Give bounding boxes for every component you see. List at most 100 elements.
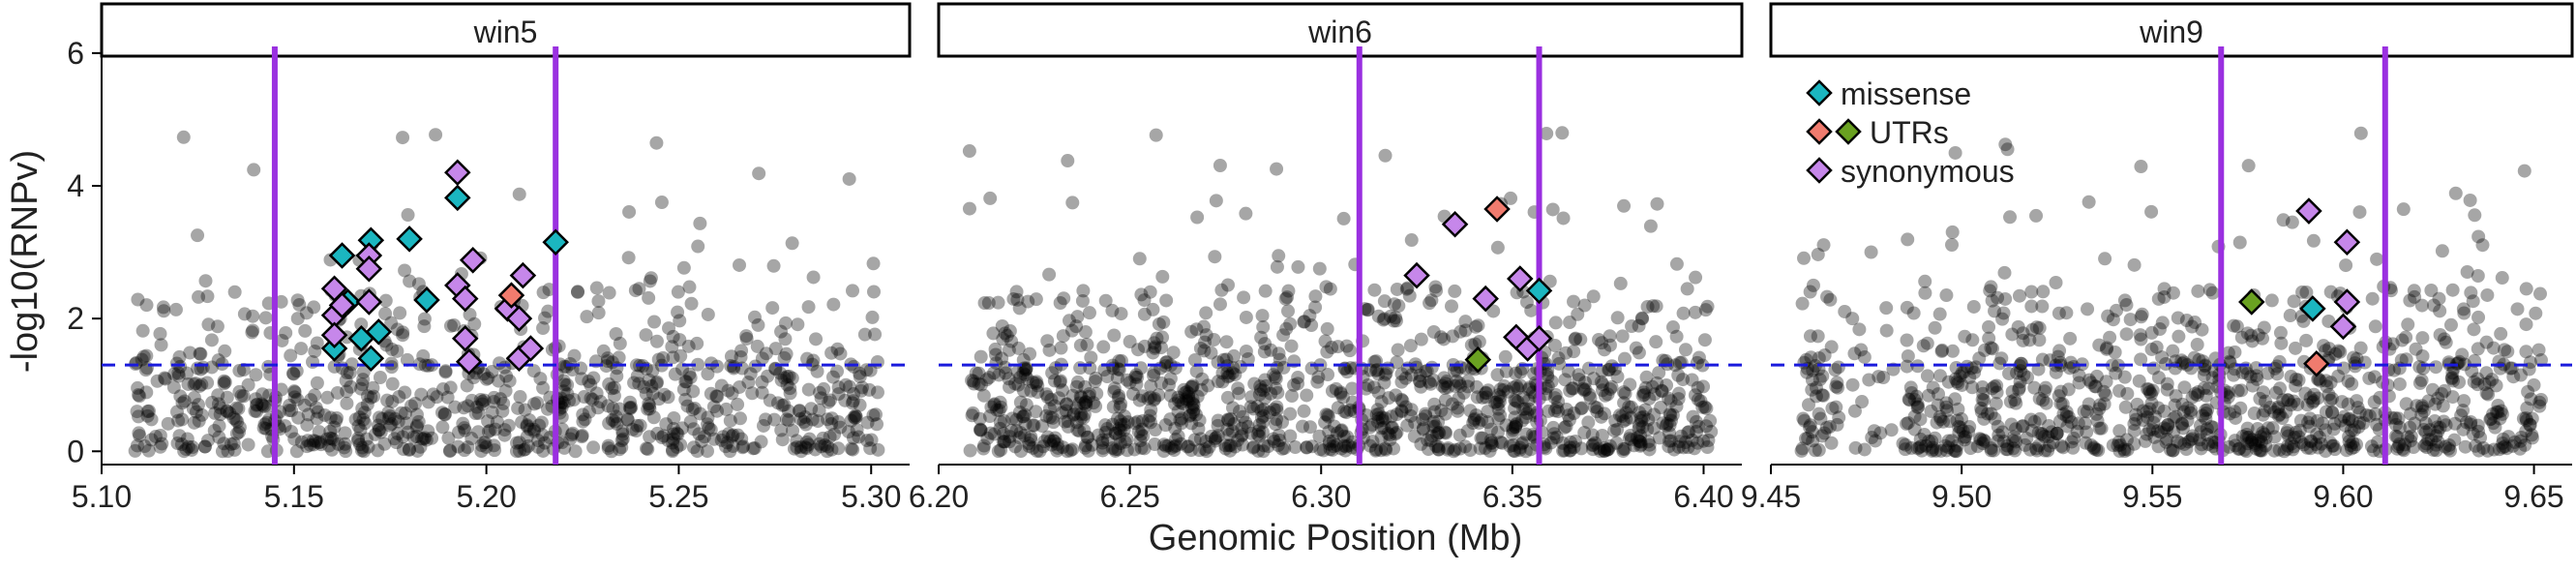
data-point	[1254, 404, 1269, 418]
data-point	[1548, 387, 1563, 402]
data-point	[591, 401, 606, 415]
data-point	[2366, 443, 2381, 458]
data-point	[2117, 442, 2132, 457]
data-point	[389, 436, 404, 450]
data-point	[2327, 416, 2342, 431]
data-point	[1700, 440, 1715, 455]
data-point	[814, 439, 828, 454]
data-point	[589, 386, 604, 401]
data-point	[790, 434, 804, 448]
data-point	[1221, 413, 1236, 428]
data-point	[774, 373, 789, 387]
data-point	[1598, 388, 1612, 403]
data-point	[1509, 420, 1523, 435]
data-point	[1803, 285, 1817, 299]
data-point	[2159, 422, 2173, 437]
data-point	[1994, 351, 2009, 366]
data-point	[633, 418, 647, 433]
data-point	[734, 349, 748, 364]
data-point	[205, 395, 220, 409]
data-point	[1042, 402, 1057, 416]
data-point	[2489, 378, 2503, 393]
data-point	[367, 389, 381, 404]
data-point	[1973, 433, 1988, 447]
data-point	[314, 435, 328, 449]
data-point	[1227, 348, 1242, 363]
variant-synonymous-point	[1403, 261, 1430, 289]
data-point	[1378, 441, 1393, 456]
data-point	[406, 430, 421, 444]
data-point	[554, 409, 569, 424]
data-point	[410, 418, 425, 433]
data-point	[801, 300, 816, 315]
data-point	[351, 432, 366, 446]
data-point	[2441, 441, 2456, 456]
data-point	[2311, 440, 2325, 455]
data-point	[2183, 433, 2198, 447]
data-point	[2151, 401, 2166, 415]
data-point	[1475, 412, 1489, 427]
data-point	[1509, 366, 1523, 380]
data-point	[2014, 364, 2028, 378]
data-point	[523, 413, 537, 428]
data-point	[854, 380, 869, 395]
data-point	[853, 398, 867, 412]
data-point	[435, 420, 450, 435]
data-point	[2407, 440, 2421, 455]
data-point	[320, 390, 335, 405]
data-point	[401, 208, 415, 223]
data-point	[2245, 334, 2260, 348]
data-point	[1057, 291, 1071, 306]
data-point	[2157, 289, 2172, 304]
data-point	[854, 383, 868, 398]
data-point	[2281, 438, 2295, 453]
data-point	[1163, 372, 1178, 386]
data-point	[1378, 148, 1393, 163]
data-point	[355, 440, 370, 455]
data-point	[831, 380, 846, 395]
data-point	[1671, 386, 1686, 401]
data-point	[245, 325, 259, 340]
data-point	[186, 402, 200, 416]
data-point	[1596, 377, 1610, 392]
data-point	[1906, 306, 1921, 320]
data-point	[714, 378, 729, 393]
data-point	[1078, 379, 1093, 394]
data-point	[1047, 399, 1062, 413]
data-point	[493, 356, 507, 371]
data-point	[212, 419, 226, 434]
data-point	[1948, 444, 1962, 459]
data-point	[1997, 265, 2012, 280]
data-point	[1940, 404, 1955, 418]
data-point	[1070, 310, 1085, 324]
data-point	[1340, 365, 1355, 379]
data-point	[1153, 341, 1168, 355]
data-point	[2050, 427, 2064, 441]
data-point	[1939, 396, 1954, 410]
data-point	[1416, 422, 1430, 437]
data-point	[2043, 438, 2057, 453]
data-point	[229, 401, 244, 415]
data-point	[1812, 443, 1826, 458]
data-point	[2205, 439, 2220, 454]
data-point	[2133, 328, 2147, 343]
data-point	[259, 415, 274, 430]
data-point	[499, 369, 514, 383]
data-point	[1267, 402, 1281, 416]
data-point	[1239, 415, 1253, 430]
data-point	[2023, 442, 2038, 457]
data-point	[172, 429, 187, 443]
data-point	[560, 387, 575, 402]
data-point	[1619, 412, 1633, 427]
data-point	[1312, 261, 1327, 276]
data-point	[1507, 380, 1521, 395]
data-point	[1469, 319, 1483, 334]
data-point	[1298, 315, 1312, 329]
data-point	[1583, 391, 1598, 406]
data-point	[870, 385, 884, 400]
variant-utr3-point	[2238, 288, 2265, 316]
data-point	[2003, 395, 2018, 409]
data-point	[1040, 334, 1055, 348]
data-point	[1029, 292, 1043, 307]
data-point	[1518, 444, 1533, 459]
